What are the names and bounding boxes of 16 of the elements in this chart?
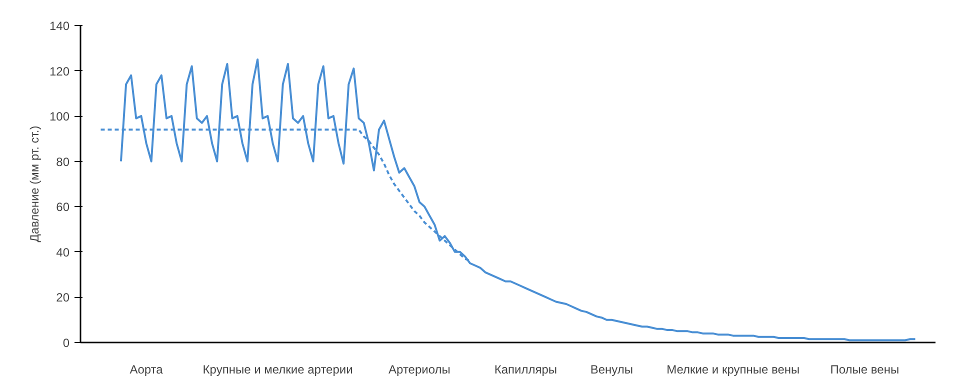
y-tick-label: 40: [56, 245, 70, 260]
y-tick-label: 140: [49, 19, 70, 33]
y-tick-label: 60: [56, 200, 70, 214]
x-tick-label: Капилляры: [494, 362, 558, 376]
y-tick-label: 100: [49, 110, 70, 124]
x-tick-label: Крупные и мелкие артерии: [202, 362, 353, 376]
y-tick-label: 80: [56, 154, 70, 169]
y-tick-label: 20: [56, 290, 70, 305]
x-tick-label: Венулы: [590, 362, 634, 376]
x-tick-label: Артериолы: [388, 362, 450, 376]
x-tick-label: Мелкие и крупные вены: [666, 362, 800, 376]
x-tick-label: Полые вены: [830, 362, 900, 376]
x-tick-label: Аорта: [130, 362, 164, 376]
y-tick-label: 0: [62, 336, 70, 350]
y-tick-label: 120: [49, 64, 70, 78]
y-axis-title: Давление (мм рт. ст.): [27, 126, 42, 242]
